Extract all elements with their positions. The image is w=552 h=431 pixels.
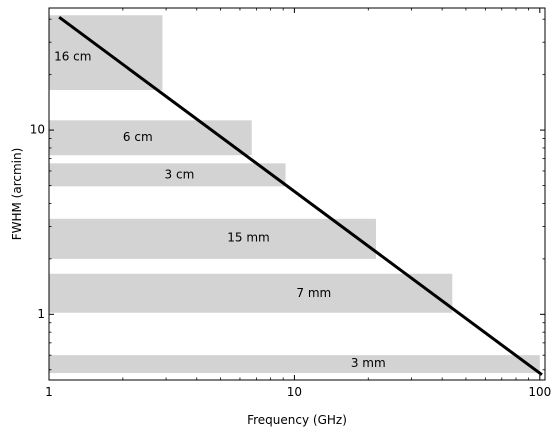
band-label-3: 15 mm	[227, 230, 269, 244]
plot-frame	[48, 7, 546, 381]
band-4	[49, 273, 453, 313]
band-label-5: 3 mm	[351, 356, 386, 370]
x-tick-label-0: 1	[45, 385, 53, 399]
y-tick-label-0: 1	[37, 307, 45, 321]
band-2	[49, 163, 286, 187]
series-lines	[58, 16, 543, 376]
band-1	[49, 120, 252, 156]
band-label-1: 6 cm	[123, 130, 153, 144]
axis-ticks: 1 10 100 1 10	[30, 8, 551, 399]
y-tick-label-1: 10	[30, 123, 45, 137]
x-tick-label-1: 10	[287, 385, 302, 399]
y-axis-label: FWHM (arcmin)	[10, 148, 24, 241]
x-tick-label-2: 100	[528, 385, 551, 399]
band-label-0: 16 cm	[54, 49, 91, 63]
x-axis-label: Frequency (GHz)	[247, 413, 347, 427]
band-5	[49, 355, 540, 374]
band-regions	[49, 15, 540, 374]
band-label-4: 7 mm	[296, 286, 331, 300]
band-labels: 16 cm 6 cm 3 cm 15 mm 7 mm 3 mm	[54, 49, 386, 370]
band-3	[49, 218, 376, 259]
band-label-2: 3 cm	[165, 168, 195, 182]
series-line-0	[58, 16, 543, 376]
